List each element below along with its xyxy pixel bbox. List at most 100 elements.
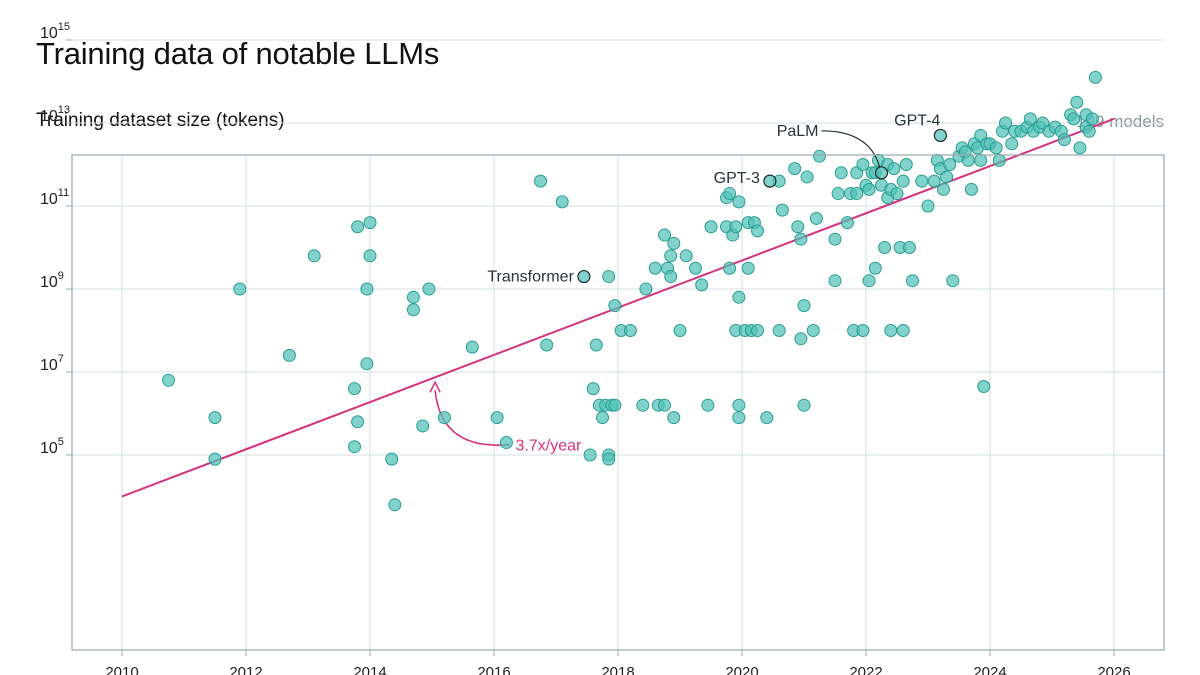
data-point xyxy=(741,261,755,275)
data-point xyxy=(794,232,808,246)
data-point xyxy=(589,338,603,352)
data-point xyxy=(1088,70,1102,84)
model-label: Transformer xyxy=(487,269,574,286)
data-point xyxy=(906,274,919,288)
y-tick-label: 105 xyxy=(40,436,64,457)
data-point xyxy=(884,324,898,337)
model-label: PaLM xyxy=(777,123,819,140)
trend-arrow xyxy=(434,390,510,446)
data-point xyxy=(868,261,882,275)
data-point xyxy=(794,332,808,346)
data-point xyxy=(385,452,399,466)
x-tick-label: 2016 xyxy=(477,664,510,675)
data-point xyxy=(828,232,842,246)
highlighted-point xyxy=(763,174,777,188)
data-point xyxy=(1023,112,1037,126)
data-point xyxy=(834,166,848,180)
x-tick-label: 2010 xyxy=(105,664,138,675)
x-tick-label: 2026 xyxy=(1097,664,1130,675)
data-point xyxy=(1057,133,1071,147)
data-point xyxy=(915,174,929,188)
y-tick-label: 1015 xyxy=(40,21,70,42)
x-tick-label: 2012 xyxy=(229,664,262,675)
data-point xyxy=(1085,112,1099,126)
y-tick-label: 107 xyxy=(40,353,64,374)
model-label: GPT-3 xyxy=(714,170,760,187)
axis-layer: 105 107 109 1011 1013 1015 2010 2012 2014 2016 201… xyxy=(40,21,1165,675)
y-tick-label: 109 xyxy=(40,270,64,291)
data-point xyxy=(791,220,805,234)
data-point xyxy=(664,249,678,263)
page-title: Training data of notable LLMs xyxy=(36,36,440,71)
data-point xyxy=(856,324,870,337)
data-point xyxy=(351,415,365,429)
data-point xyxy=(162,373,175,387)
data-point xyxy=(360,282,374,296)
data-point xyxy=(961,153,975,167)
data-point xyxy=(896,324,910,337)
data-point xyxy=(856,158,870,171)
data-point xyxy=(921,199,935,213)
data-point xyxy=(751,224,764,238)
data-point xyxy=(1073,141,1087,155)
data-point xyxy=(940,170,954,184)
data-point xyxy=(664,270,678,284)
data-point xyxy=(732,411,746,425)
palm-leader-line xyxy=(821,130,881,167)
data-point xyxy=(639,282,653,296)
data-point xyxy=(862,182,876,196)
data-point xyxy=(964,182,978,196)
x-tick-label: 2024 xyxy=(973,664,1006,675)
data-point xyxy=(772,324,786,337)
model-label: GPT-4 xyxy=(894,112,940,129)
data-point xyxy=(679,249,693,263)
x-tick-label: 2020 xyxy=(725,664,758,675)
data-point xyxy=(1070,95,1084,109)
highlighted-point xyxy=(577,269,591,284)
data-point xyxy=(890,187,904,201)
data-point xyxy=(416,419,430,433)
data-point xyxy=(732,290,746,304)
data-point xyxy=(233,282,247,296)
data-point xyxy=(602,270,616,284)
data-point xyxy=(809,211,823,225)
data-point xyxy=(943,158,957,171)
data-point xyxy=(751,324,764,337)
y-axis-label: Training dataset size (tokens) xyxy=(36,110,285,131)
data-point xyxy=(850,187,864,201)
data-point xyxy=(360,357,374,371)
data-point xyxy=(760,411,774,425)
data-point xyxy=(862,274,876,288)
data-point xyxy=(977,380,991,394)
data-point xyxy=(406,303,420,317)
data-point xyxy=(555,195,569,209)
data-point xyxy=(704,220,718,234)
data-point xyxy=(307,249,321,263)
data-point xyxy=(878,241,892,254)
data-point xyxy=(974,153,988,167)
data-point xyxy=(658,398,671,412)
data-point xyxy=(499,436,513,450)
data-point xyxy=(1067,112,1081,126)
data-point xyxy=(732,398,746,412)
data-point xyxy=(797,398,811,412)
data-point xyxy=(732,195,746,209)
data-point xyxy=(623,324,637,337)
y-tick-label: 1013 xyxy=(40,104,70,125)
data-point xyxy=(465,340,479,354)
data-point xyxy=(658,228,671,242)
data-point xyxy=(797,299,811,313)
trend-rate-label: 3.7x/year xyxy=(516,438,582,455)
data-point xyxy=(1005,137,1019,151)
data-point xyxy=(648,261,662,275)
grid xyxy=(72,39,1164,650)
y-tick-label: 1011 xyxy=(40,187,69,208)
data-point xyxy=(437,411,451,425)
data-point xyxy=(608,299,622,313)
data-point xyxy=(902,241,916,254)
data-point xyxy=(927,174,941,188)
highlighted-point xyxy=(933,128,948,143)
data-point xyxy=(899,158,913,171)
data-point xyxy=(989,141,1003,155)
